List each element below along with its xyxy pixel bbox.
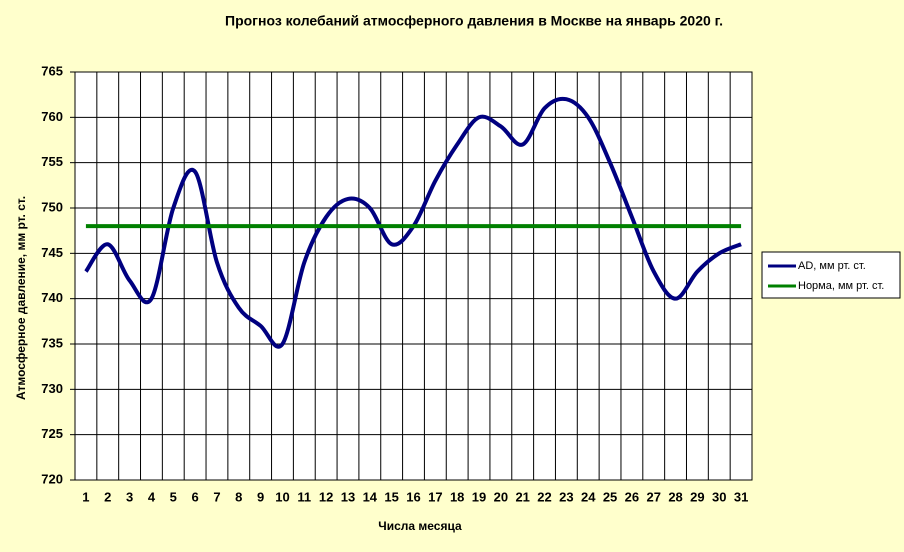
x-tick-label: 26 (625, 489, 639, 504)
y-tick-label: 745 (41, 245, 63, 260)
x-tick-label: 19 (472, 489, 486, 504)
x-tick-label: 13 (341, 489, 355, 504)
y-tick-label: 725 (41, 426, 63, 441)
legend-label: AD, мм рт. ст. (798, 260, 866, 272)
x-tick-label: 2 (104, 489, 111, 504)
legend-label: Норма, мм рт. ст. (798, 280, 884, 292)
y-tick-label: 735 (41, 335, 63, 350)
x-tick-label: 14 (363, 489, 378, 504)
x-tick-label: 8 (235, 489, 242, 504)
y-tick-label: 755 (41, 154, 63, 169)
x-tick-label: 22 (537, 489, 551, 504)
x-tick-label: 12 (319, 489, 333, 504)
y-tick-label: 720 (41, 471, 63, 486)
x-tick-label: 25 (603, 489, 617, 504)
x-tick-label: 16 (406, 489, 420, 504)
y-tick-label: 760 (41, 109, 63, 124)
x-tick-label: 28 (668, 489, 682, 504)
x-tick-label: 5 (170, 489, 177, 504)
x-tick-label: 31 (734, 489, 748, 504)
x-tick-label: 17 (428, 489, 442, 504)
x-tick-label: 11 (297, 489, 311, 504)
x-tick-label: 7 (213, 489, 220, 504)
legend (761, 251, 901, 299)
y-tick-label: 765 (41, 63, 63, 78)
plot-area (74, 71, 753, 481)
x-tick-label: 23 (559, 489, 573, 504)
x-tick-label: 30 (712, 489, 726, 504)
y-tick-label: 740 (41, 290, 63, 305)
x-tick-label: 3 (126, 489, 133, 504)
y-tick-label: 750 (41, 199, 63, 214)
y-axis-label: Атмосферное давление, мм рт. ст. (14, 196, 28, 400)
x-tick-label: 15 (384, 489, 398, 504)
x-tick-label: 20 (494, 489, 508, 504)
x-tick-label: 24 (581, 489, 596, 504)
x-tick-label: 10 (275, 489, 289, 504)
chart-title: Прогноз колебаний атмосферного давления … (225, 13, 723, 29)
line-series (84, 96, 742, 349)
x-tick-label: 4 (148, 489, 156, 504)
x-tick-label: 21 (515, 489, 529, 504)
x-tick-label: 29 (690, 489, 704, 504)
x-tick-label: 9 (257, 489, 264, 504)
y-tick-label: 730 (41, 381, 63, 396)
x-tick-label: 27 (646, 489, 660, 504)
x-axis-label: Числа месяца (378, 519, 462, 533)
x-tick-label: 18 (450, 489, 464, 504)
x-tick-label: 1 (82, 489, 89, 504)
x-tick-label: 6 (191, 489, 198, 504)
